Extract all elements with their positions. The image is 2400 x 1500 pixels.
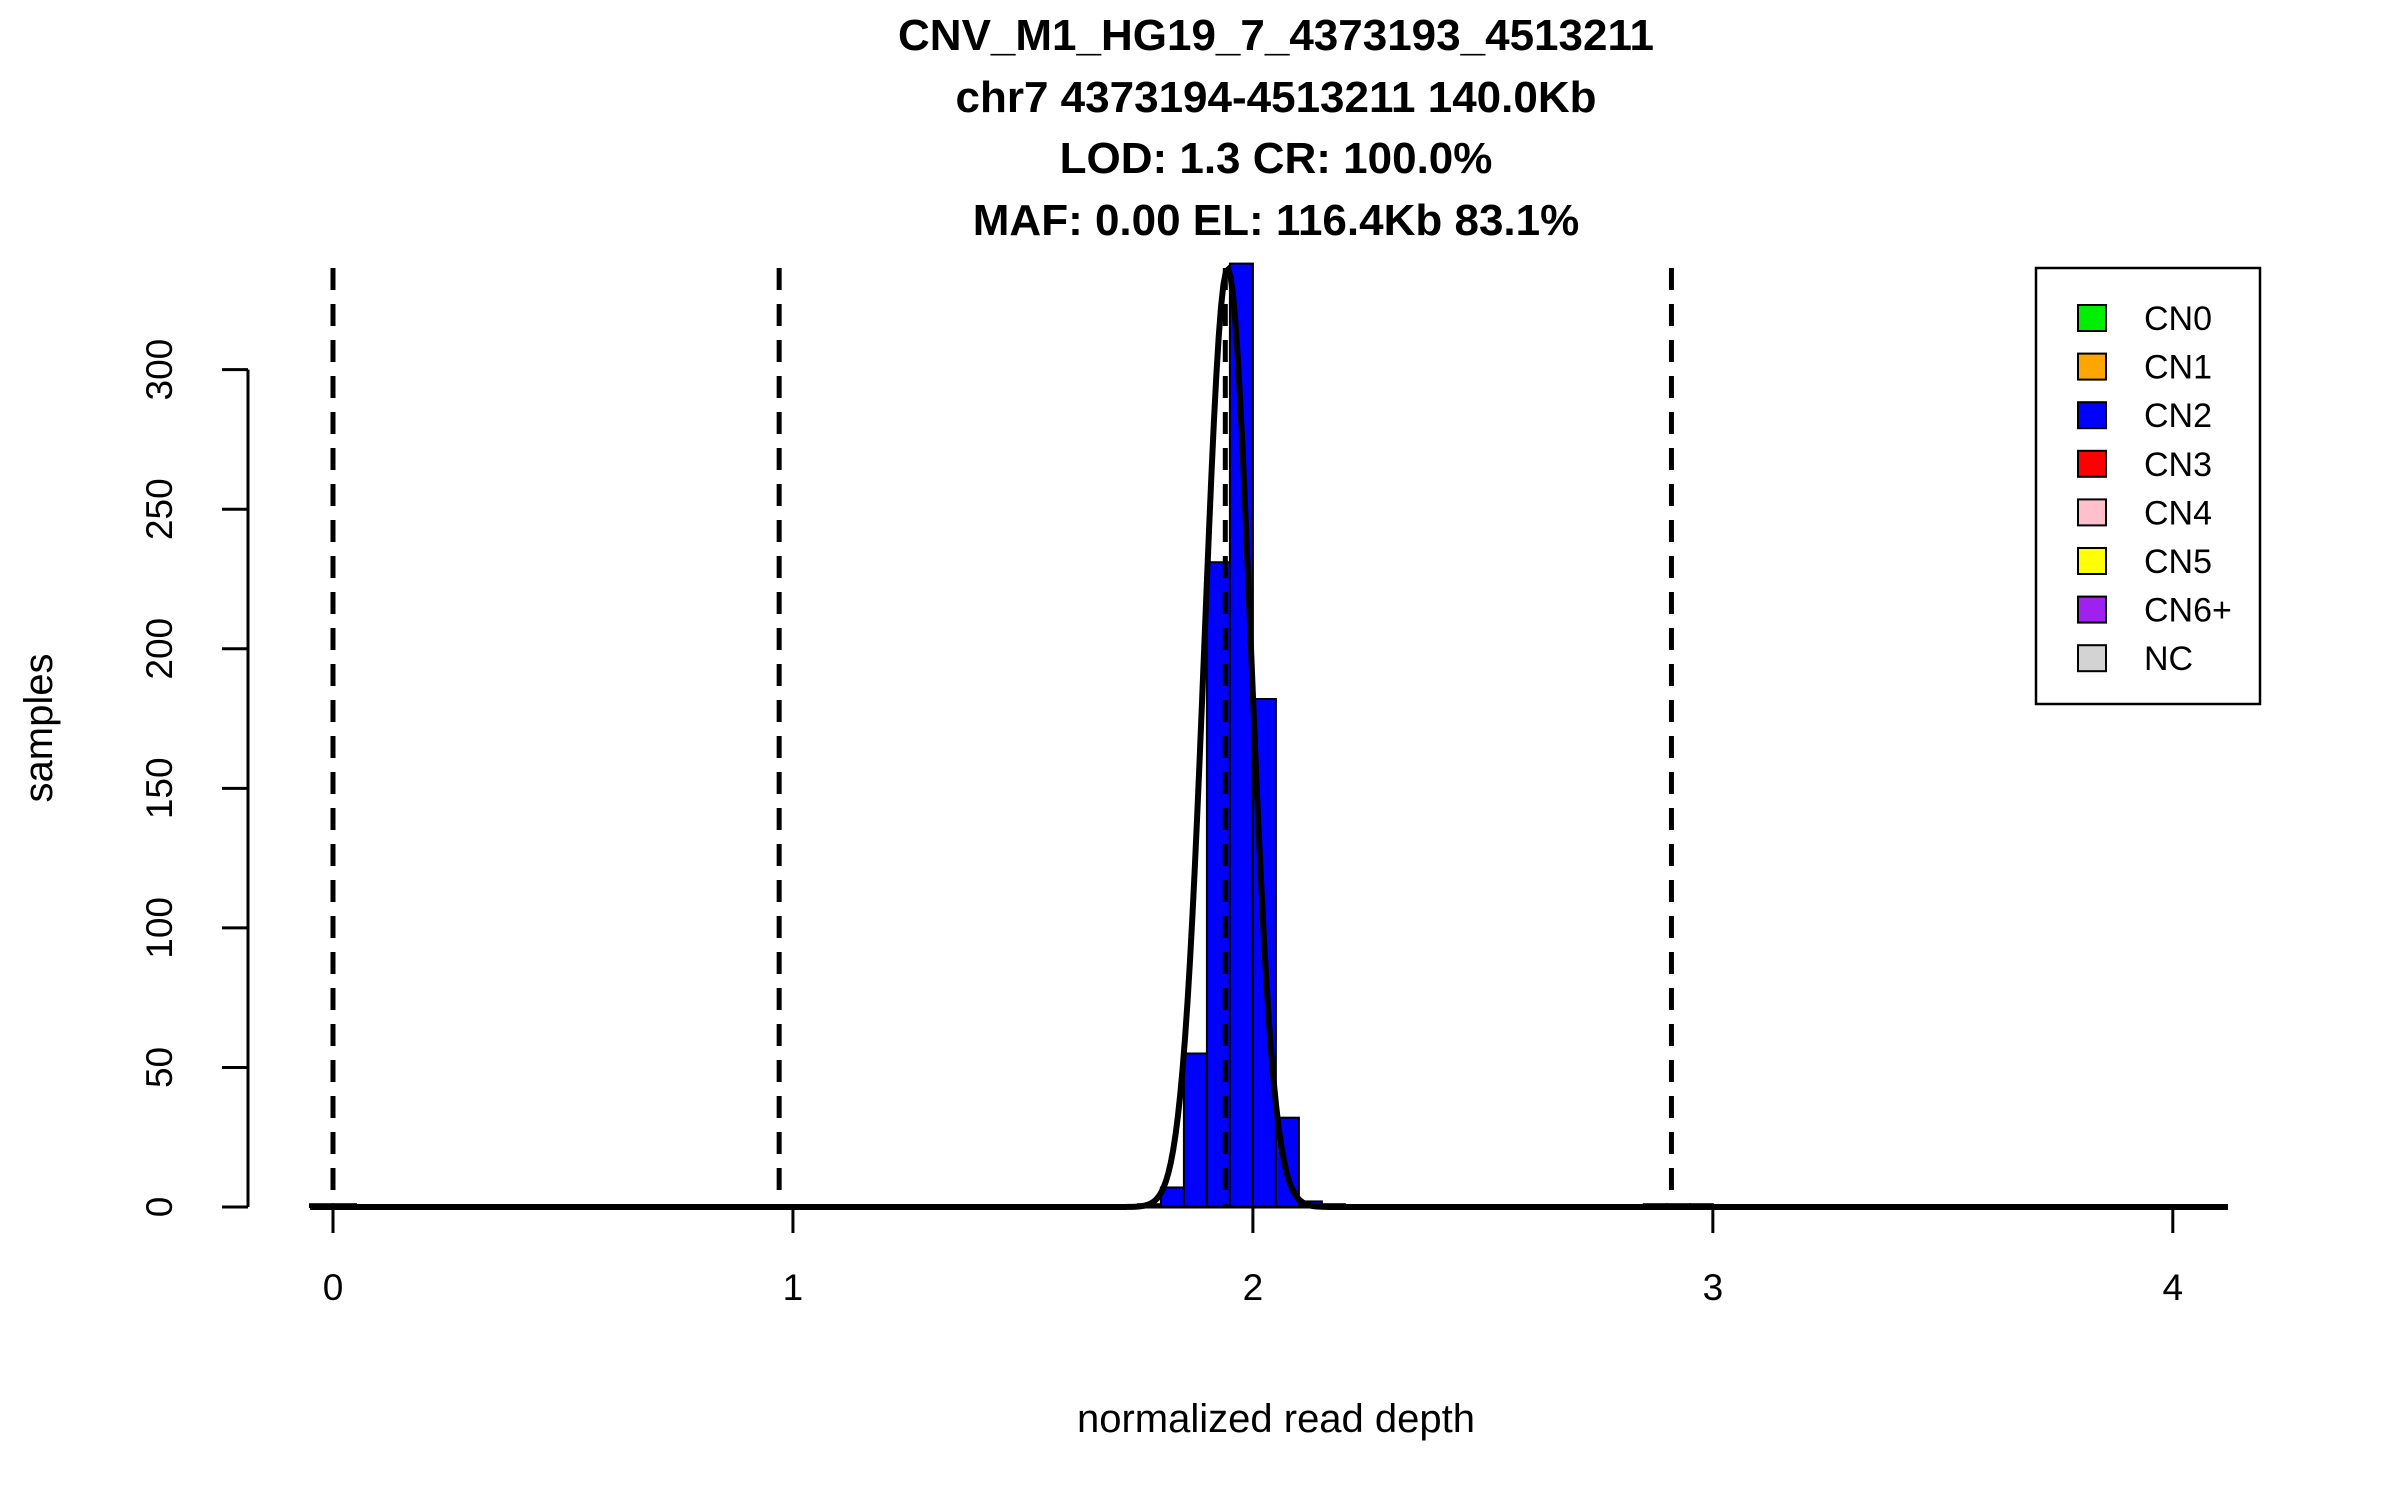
title-line-2: chr7 4373194-4513211 140.0Kb — [956, 73, 1597, 122]
legend-label: CN4 — [2144, 494, 2212, 532]
legend-swatch — [2077, 498, 2107, 527]
legend-swatch — [2077, 401, 2107, 430]
x-tick-label: 2 — [1243, 1267, 1264, 1308]
legend-box — [2034, 266, 2262, 706]
x-tick-label: 1 — [783, 1267, 804, 1308]
legend-label: NC — [2144, 640, 2193, 678]
y-axis-label: samples — [17, 654, 61, 803]
legend-label: CN1 — [2144, 349, 2212, 387]
x-tick-label: 3 — [1703, 1267, 1724, 1308]
y-tick-label: 0 — [139, 1197, 180, 1218]
legend-label: CN6+ — [2144, 592, 2232, 630]
legend-swatch — [2077, 449, 2107, 478]
chart-title: CNV_M1_HG19_7_4373193_4513211 chr7 43731… — [898, 11, 1654, 245]
x-tick-label: 0 — [323, 1267, 344, 1308]
legend-label: CN0 — [2144, 300, 2212, 338]
legend-swatch — [2077, 304, 2107, 332]
copy-number-lines — [330, 268, 1674, 1207]
y-tick-label: 150 — [139, 757, 180, 819]
legend: CN0 CN1 CN2 CN3 CN4 CN5 CN6+ NC — [2034, 266, 2262, 706]
legend-swatch — [2077, 547, 2107, 575]
legend-swatch — [2077, 352, 2107, 381]
y-tick-label: 300 — [139, 339, 180, 401]
title-line-1: CNV_M1_HG19_7_4373193_4513211 — [898, 11, 1654, 60]
x-tick-label: 4 — [2163, 1267, 2184, 1308]
x-axis-label: normalized read depth — [1077, 1397, 1475, 1441]
title-line-4: MAF: 0.00 EL: 116.4Kb 83.1% — [973, 196, 1579, 245]
legend-label: CN3 — [2144, 446, 2212, 484]
legend-swatch — [2077, 644, 2107, 673]
histogram-bars — [309, 262, 1783, 1209]
y-tick-label: 100 — [139, 897, 180, 959]
axes: 0 1 2 3 4 0 50 100 150 200 250 300 — [139, 339, 2228, 1308]
title-line-3: LOD: 1.3 CR: 100.0% — [1060, 134, 1493, 183]
legend-swatch — [2077, 595, 2107, 624]
histogram-bar — [1182, 1052, 1208, 1209]
legend-label: CN2 — [2144, 397, 2212, 435]
y-tick-label: 200 — [139, 618, 180, 680]
y-tick-label: 50 — [139, 1047, 180, 1088]
y-tick-label: 250 — [139, 478, 180, 540]
legend-label: CN5 — [2144, 543, 2212, 581]
